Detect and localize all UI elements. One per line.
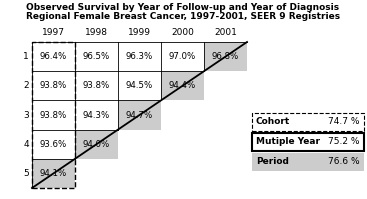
Text: 94.1%: 94.1%	[40, 169, 67, 178]
Text: 96.3%: 96.3%	[126, 52, 153, 61]
Bar	[118, 100, 161, 130]
Text: 94.5%: 94.5%	[126, 81, 153, 90]
Text: 4: 4	[23, 140, 29, 149]
Text: 97.0%: 97.0%	[169, 52, 196, 61]
Text: 93.6%: 93.6%	[40, 140, 67, 149]
Bar	[32, 159, 75, 188]
Text: Regional Female Breast Cancer, 1997-2001, SEER 9 Registries: Regional Female Breast Cancer, 1997-2001…	[26, 12, 340, 21]
Text: 2000: 2000	[171, 28, 194, 37]
Bar	[32, 42, 75, 188]
Text: 93.8%: 93.8%	[40, 81, 67, 90]
Text: 1: 1	[23, 52, 29, 61]
Bar	[252, 113, 364, 131]
Text: 1997: 1997	[42, 28, 65, 37]
Text: 74.7 %: 74.7 %	[328, 117, 360, 126]
Text: 2: 2	[23, 81, 29, 90]
Text: 94.4%: 94.4%	[169, 81, 196, 90]
Text: 76.6 %: 76.6 %	[328, 157, 360, 166]
Text: Period: Period	[256, 157, 289, 166]
Text: 3: 3	[23, 110, 29, 120]
Text: 93.8%: 93.8%	[40, 110, 67, 120]
Text: Mutiple Year: Mutiple Year	[256, 137, 320, 146]
Text: 96.4%: 96.4%	[40, 52, 67, 61]
Bar	[252, 133, 364, 151]
Text: 96.8%: 96.8%	[212, 52, 239, 61]
Text: 1998: 1998	[85, 28, 108, 37]
Text: 94.3%: 94.3%	[83, 110, 110, 120]
Text: Cohort: Cohort	[256, 117, 290, 126]
Text: Observed Survival by Year of Follow-up and Year of Diagnosis: Observed Survival by Year of Follow-up a…	[26, 3, 339, 12]
Text: 93.8%: 93.8%	[83, 81, 110, 90]
Text: 94.0%: 94.0%	[83, 140, 110, 149]
Text: 96.5%: 96.5%	[83, 52, 110, 61]
Text: 75.2 %: 75.2 %	[328, 137, 360, 146]
Bar	[75, 130, 118, 159]
Text: 2001: 2001	[214, 28, 237, 37]
Text: 5: 5	[23, 169, 29, 178]
Text: 94.7%: 94.7%	[126, 110, 153, 120]
Text: 1999: 1999	[128, 28, 151, 37]
Bar	[161, 71, 204, 100]
Bar	[204, 42, 247, 71]
Bar	[252, 153, 364, 171]
